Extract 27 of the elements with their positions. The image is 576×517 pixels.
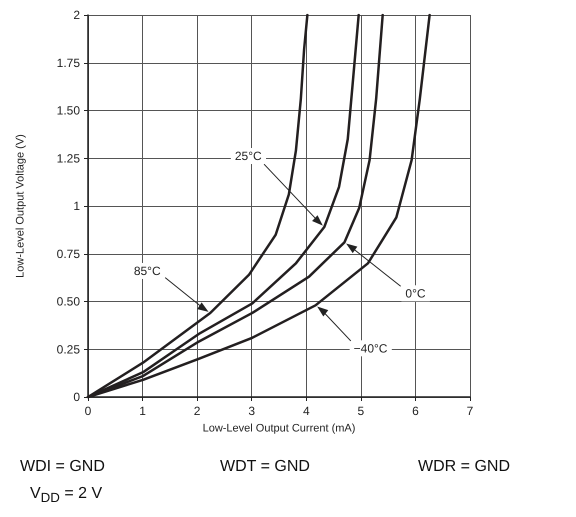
y-tick-label: 0.75 (56, 246, 80, 261)
x-tick-label: 6 (412, 404, 420, 418)
y-tick-label: 1 (73, 199, 80, 213)
x-tick-label: 3 (248, 404, 256, 418)
annotation: −40°C (354, 341, 388, 356)
y-tick-label: 0 (73, 390, 80, 404)
y-tick-label: 0.50 (56, 294, 80, 308)
x-tick-label: 0 (84, 404, 92, 418)
annotation: 0°C (405, 286, 426, 300)
x-tick-label: 4 (302, 404, 310, 418)
text: WDI = GND (20, 458, 105, 476)
y-tick-label: 2 (73, 8, 80, 22)
x-tick-label: 1 (139, 404, 146, 418)
text: WDT = GND (220, 458, 310, 476)
x-tick-label: 7 (466, 404, 474, 418)
x-tick-label: 5 (358, 404, 365, 418)
text: V$_{DD}$ = 2 V (30, 485, 102, 506)
y-tick-label: 1.50 (56, 104, 80, 118)
y-axis-title: Low-Level Output Voltage (V) (14, 134, 26, 278)
y-tick-label: 1.75 (56, 56, 80, 70)
x-tick-label: 2 (194, 404, 201, 418)
x-axis-title: Low-Level Output Current (mA) (202, 422, 356, 434)
annotation: 25°C (234, 149, 262, 164)
text: WDR = GND (418, 458, 510, 476)
annotation: 85°C (134, 264, 161, 278)
y-tick-label: 1.25 (56, 151, 80, 166)
y-tick-label: 0.25 (56, 342, 80, 356)
